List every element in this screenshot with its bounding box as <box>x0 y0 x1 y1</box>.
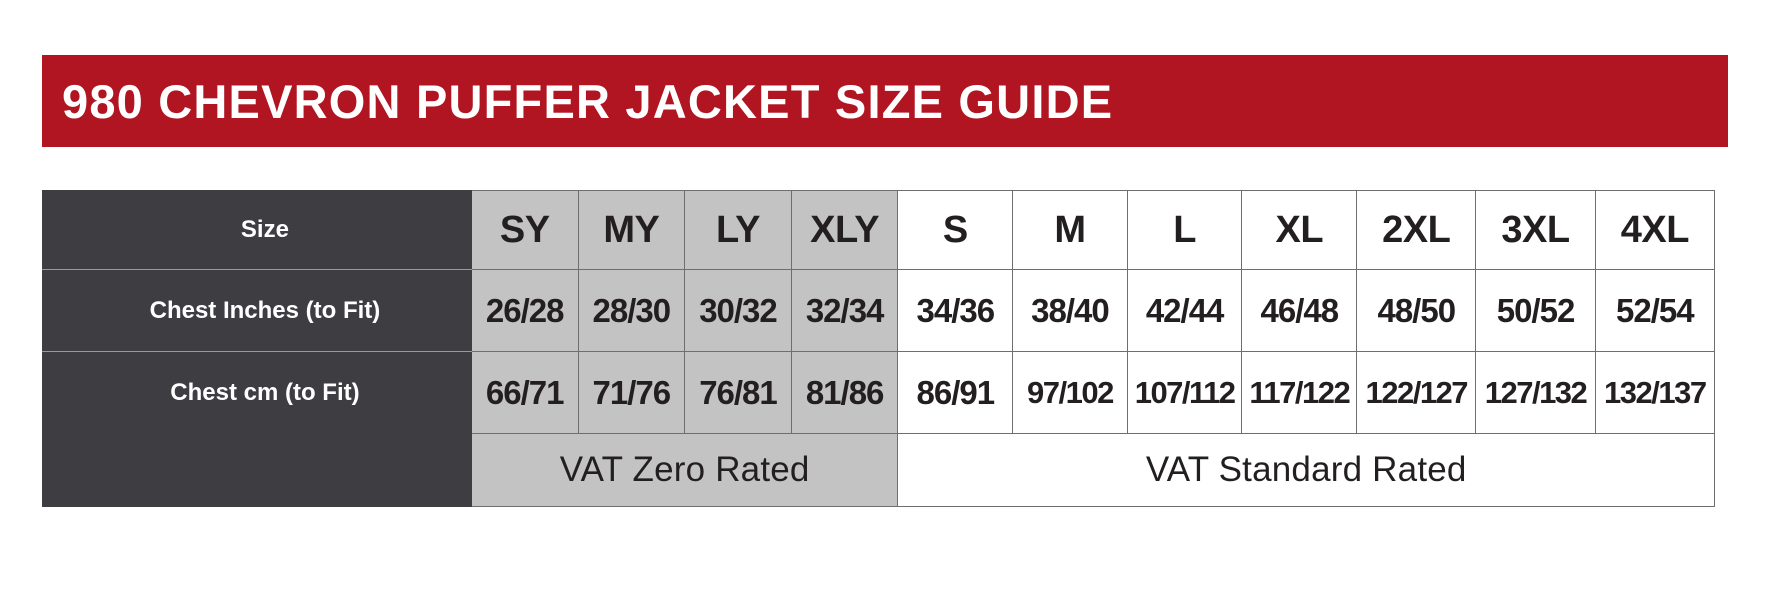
header-cell-xly: XLY <box>790 190 899 270</box>
cell-inches-xly: 32/34 <box>790 269 899 352</box>
header-cell-4xl: 4XL <box>1594 190 1716 270</box>
cell-cm-my: 71/76 <box>577 351 686 434</box>
table-row-chest-cm: Chest cm (to Fit) 66/71 71/76 76/81 81/8… <box>42 351 1716 434</box>
header-cell-my: MY <box>577 190 686 270</box>
row-label-chest-cm: Chest cm (to Fit) <box>42 351 472 434</box>
header-cell-m: M <box>1012 190 1128 270</box>
cell-cm-m: 97/102 <box>1012 351 1128 434</box>
vat-zero-rated-cell: VAT Zero Rated <box>470 433 899 507</box>
header-cell-l: L <box>1126 190 1243 270</box>
cell-cm-xly: 81/86 <box>790 351 899 434</box>
row-label-chest-inches: Chest Inches (to Fit) <box>42 269 472 352</box>
cell-inches-sy: 26/28 <box>470 269 579 352</box>
cell-cm-sy: 66/71 <box>470 351 579 434</box>
header-cell-s: S <box>897 190 1014 270</box>
cell-inches-l: 42/44 <box>1126 269 1243 352</box>
page-title: 980 CHEVRON PUFFER JACKET SIZE GUIDE <box>62 74 1114 128</box>
cell-cm-3xl: 127/132 <box>1475 351 1596 434</box>
row-label-size: Size <box>42 190 472 270</box>
cell-inches-ly: 30/32 <box>684 269 792 352</box>
vat-standard-rated-cell: VAT Standard Rated <box>897 433 1715 507</box>
header-cell-3xl: 3XL <box>1475 190 1596 270</box>
cell-cm-ly: 76/81 <box>684 351 792 434</box>
header-cell-xl: XL <box>1241 190 1358 270</box>
cell-inches-m: 38/40 <box>1012 269 1128 352</box>
vat-row-spacer <box>42 433 472 507</box>
table-row-size-header: Size SY MY LY XLY S M L XL 2XL 3XL 4XL <box>42 190 1716 270</box>
cell-inches-s: 34/36 <box>897 269 1014 352</box>
cell-cm-xl: 117/122 <box>1241 351 1358 434</box>
title-banner: 980 CHEVRON PUFFER JACKET SIZE GUIDE <box>42 55 1728 147</box>
cell-cm-2xl: 122/127 <box>1356 351 1477 434</box>
header-cell-2xl: 2XL <box>1356 190 1477 270</box>
size-guide-table: Size SY MY LY XLY S M L XL 2XL 3XL 4XL C… <box>42 190 1716 507</box>
cell-cm-4xl: 132/137 <box>1594 351 1716 434</box>
cell-cm-l: 107/112 <box>1126 351 1243 434</box>
table-row-chest-inches: Chest Inches (to Fit) 26/28 28/30 30/32 … <box>42 269 1716 352</box>
header-cell-ly: LY <box>684 190 792 270</box>
cell-cm-s: 86/91 <box>897 351 1014 434</box>
header-cell-sy: SY <box>470 190 579 270</box>
table-row-vat: VAT Zero Rated VAT Standard Rated <box>42 433 1715 507</box>
cell-inches-4xl: 52/54 <box>1594 269 1716 352</box>
cell-inches-3xl: 50/52 <box>1475 269 1596 352</box>
cell-inches-2xl: 48/50 <box>1356 269 1477 352</box>
cell-inches-my: 28/30 <box>577 269 686 352</box>
cell-inches-xl: 46/48 <box>1241 269 1358 352</box>
